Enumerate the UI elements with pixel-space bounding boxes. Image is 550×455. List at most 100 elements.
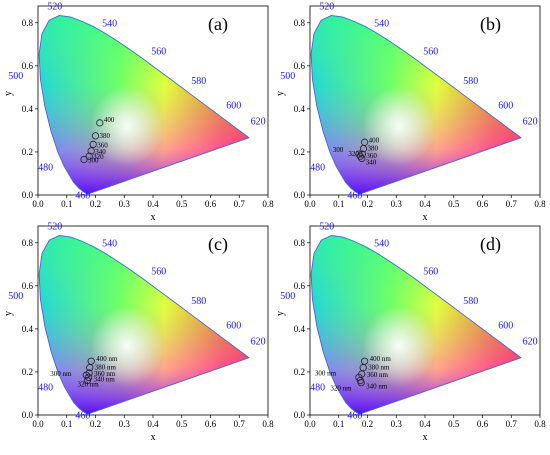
- y-tick-label: 0.4: [294, 104, 306, 114]
- point-label: 380 nm: [95, 364, 117, 372]
- x-axis-label: x: [151, 432, 156, 443]
- y-tick-label: 0.8: [22, 18, 34, 28]
- data-point: [96, 119, 104, 127]
- y-tick-label: 0.6: [294, 281, 306, 291]
- data-point: [89, 140, 97, 149]
- wavelength-label: 480: [38, 162, 53, 173]
- x-tick-label: 0.7: [506, 419, 518, 429]
- wavelength-label: 620: [523, 117, 538, 128]
- point-label: 360 nm: [94, 370, 116, 378]
- wavelength-label: 560: [151, 266, 166, 277]
- point-label: 320: [348, 150, 359, 158]
- wavelength-label: 520: [319, 1, 334, 12]
- x-tick-label: 0.2: [362, 199, 373, 209]
- y-tick-label: 0.8: [294, 18, 306, 28]
- spectral-locus: [310, 15, 522, 195]
- wavelength-label: 520: [47, 221, 62, 232]
- wavelength-label: 560: [423, 266, 438, 277]
- point-label: 320 nm: [330, 385, 352, 393]
- data-point: [85, 152, 93, 160]
- y-axis-label: y: [275, 91, 286, 96]
- y-axis-label: y: [3, 91, 14, 96]
- wavelength-label: 540: [374, 239, 389, 250]
- point-label: 340: [95, 148, 106, 156]
- wavelength-label: 540: [374, 19, 389, 30]
- point-label: 400: [369, 136, 380, 144]
- wavelength-label: 460: [347, 191, 362, 202]
- panel-label: (b): [480, 14, 501, 35]
- data-point: [83, 376, 92, 385]
- x-tick-label: 0.1: [61, 199, 72, 209]
- x-axis-label: x: [423, 432, 428, 443]
- data-point: [356, 152, 364, 160]
- y-tick-label: 0.8: [294, 238, 306, 248]
- wavelength-label: 600: [226, 101, 241, 112]
- y-tick-label: 0.0: [22, 410, 34, 420]
- x-tick-label: 0.4: [419, 199, 431, 209]
- data-point: [80, 155, 88, 164]
- point-label: 340 nm: [366, 383, 388, 391]
- x-tick-label: 0.5: [448, 199, 460, 209]
- x-tick-label: 0.0: [304, 199, 316, 209]
- wavelength-label: 460: [347, 411, 362, 422]
- y-tick-label: 0.0: [294, 410, 306, 420]
- wavelength-label: 620: [523, 337, 538, 348]
- x-tick-label: 0.7: [506, 199, 518, 209]
- y-tick-label: 0.4: [22, 324, 34, 334]
- point-label: 300 nm: [50, 370, 72, 378]
- x-axis-label: x: [423, 212, 428, 223]
- y-tick-label: 0.2: [22, 147, 33, 157]
- y-tick-label: 0.4: [22, 104, 34, 114]
- point-label: 400 nm: [370, 355, 392, 363]
- x-tick-label: 0.6: [205, 419, 217, 429]
- cie-panel-b: 0.0 0.1 0.2 0.3 0.4 0.5 0.6 0.7 0.8 0.0 0.2 0.4 0.6 0…: [275, 1, 546, 223]
- wavelength-label: 560: [151, 46, 166, 57]
- y-tick-label: 0.2: [294, 147, 305, 157]
- x-tick-label: 0.3: [119, 419, 131, 429]
- data-point: [359, 145, 368, 153]
- wavelength-label: 520: [47, 1, 62, 12]
- cie-panel-a: 0.0 0.1 0.2 0.3 0.4 0.5 0.6 0.7 0.8 0.0 0.2 0.4 0.6 0…: [3, 1, 274, 223]
- y-tick-label: 0.8: [22, 238, 34, 248]
- wavelength-label: 480: [38, 382, 53, 393]
- point-label: 340: [366, 158, 377, 166]
- wavelength-label: 580: [191, 296, 206, 307]
- y-tick-label: 0.6: [22, 61, 34, 71]
- wavelength-label: 460: [75, 191, 90, 202]
- point-label: 340 nm: [94, 375, 116, 383]
- wavelength-label: 620: [251, 117, 266, 128]
- panel-label: (d): [480, 234, 501, 255]
- x-tick-label: 0.6: [205, 199, 217, 209]
- panel-label: (c): [208, 234, 228, 255]
- x-tick-label: 0.8: [534, 199, 546, 209]
- point-label: 300 nm: [315, 369, 337, 377]
- point-label: 400: [104, 116, 115, 124]
- y-tick-label: 0.2: [22, 367, 33, 377]
- data-point: [355, 150, 363, 158]
- point-label: 320 nm: [77, 381, 99, 389]
- x-tick-label: 0.4: [147, 199, 159, 209]
- x-tick-label: 0.5: [176, 419, 188, 429]
- x-tick-label: 0.5: [176, 199, 188, 209]
- point-label: 300: [333, 146, 344, 154]
- x-tick-label: 0.3: [391, 419, 403, 429]
- x-tick-label: 0.6: [477, 199, 489, 209]
- spectral-locus: [310, 235, 522, 415]
- x-tick-label: 0.0: [32, 199, 44, 209]
- x-tick-label: 0.1: [333, 199, 344, 209]
- data-point: [355, 373, 363, 381]
- wavelength-label: 500: [8, 291, 23, 302]
- x-tick-label: 0.4: [419, 419, 431, 429]
- y-axis-label: y: [275, 311, 286, 316]
- x-tick-label: 0.0: [32, 419, 44, 429]
- x-tick-label: 0.5: [448, 419, 460, 429]
- wavelength-label: 480: [310, 382, 325, 393]
- x-tick-label: 0.7: [234, 199, 246, 209]
- point-label: 380: [367, 145, 378, 153]
- spectral-locus: [38, 15, 250, 195]
- x-tick-label: 0.1: [333, 419, 344, 429]
- data-point: [356, 376, 364, 385]
- y-tick-label: 0.6: [294, 61, 306, 71]
- x-tick-label: 0.8: [534, 419, 546, 429]
- data-point: [86, 364, 94, 372]
